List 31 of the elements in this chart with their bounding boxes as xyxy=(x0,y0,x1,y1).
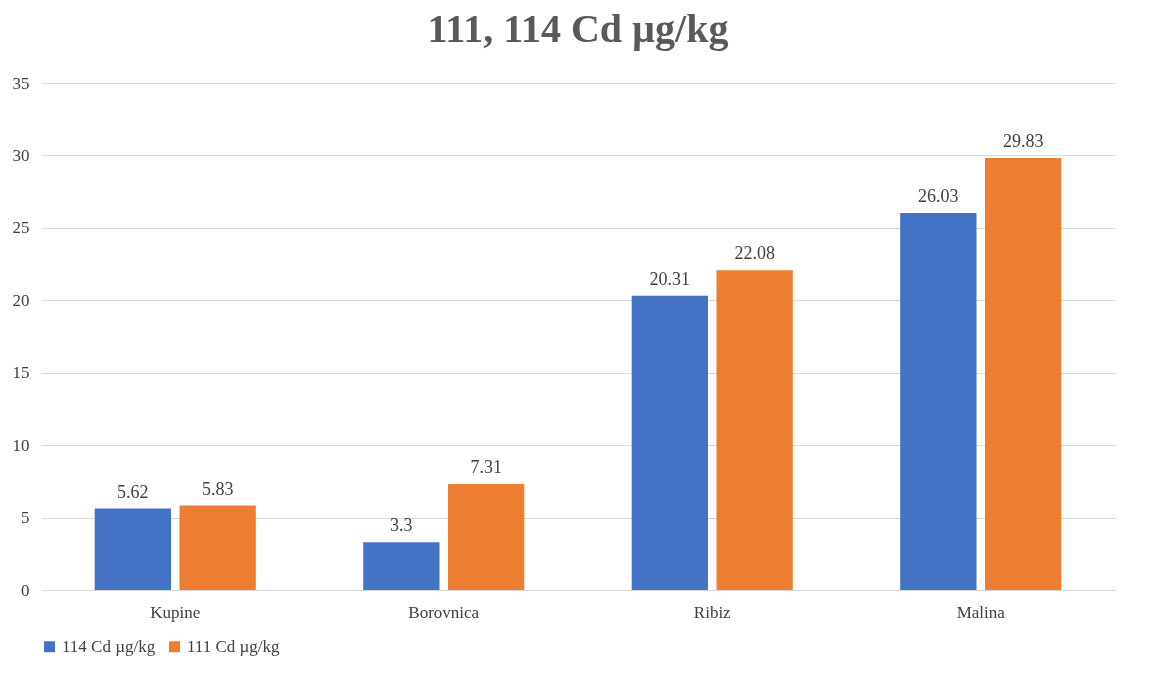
legend-label: 111 Cd µg/kg xyxy=(187,636,281,656)
bar xyxy=(179,505,256,590)
x-tick-label: Kupine xyxy=(150,602,201,622)
bar xyxy=(631,295,709,590)
legend-label: 114 Cd µg/kg xyxy=(62,636,156,656)
bar xyxy=(447,484,525,590)
data-label: 7.31 xyxy=(470,457,502,478)
bar xyxy=(94,508,172,590)
data-label: 26.03 xyxy=(918,185,959,206)
y-tick-label: 5 xyxy=(21,508,30,528)
y-tick-label: 20 xyxy=(12,290,30,310)
data-label: 5.62 xyxy=(117,481,149,502)
y-tick-label: 0 xyxy=(21,580,30,600)
y-tick-label: 35 xyxy=(12,73,30,93)
x-tick-label: Borovnica xyxy=(408,602,480,622)
y-tick-label: 30 xyxy=(12,145,30,165)
x-tick-label: Ribiz xyxy=(693,602,732,622)
data-label: 5.83 xyxy=(201,478,234,499)
data-label: 3.3 xyxy=(390,515,413,536)
y-tick-label: 15 xyxy=(12,363,30,383)
bar xyxy=(716,270,793,590)
data-label: 22.08 xyxy=(734,243,775,264)
bar xyxy=(984,157,1062,590)
data-label: 29.83 xyxy=(1002,130,1044,151)
bar xyxy=(363,542,440,590)
y-tick-label: 10 xyxy=(12,435,30,455)
x-tick-label: Malina xyxy=(956,602,1006,622)
y-tick-label: 25 xyxy=(12,218,30,238)
data-label: 20.31 xyxy=(649,268,691,289)
bar xyxy=(900,212,977,590)
chart-title: 111, 114 Cd µg/kg xyxy=(427,6,729,51)
